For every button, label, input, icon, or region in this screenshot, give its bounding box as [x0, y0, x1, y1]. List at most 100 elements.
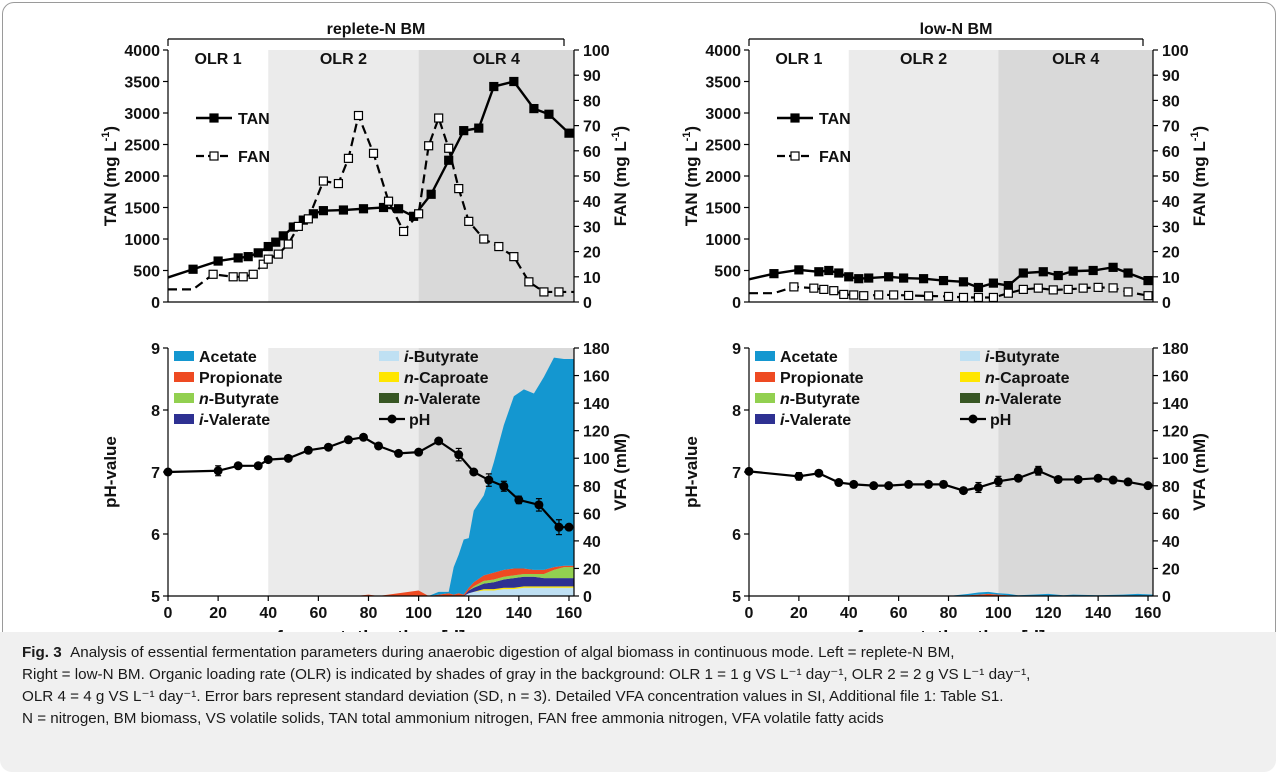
replete-top-fan-point: [273, 249, 283, 259]
caption-line-4: N = nitrogen, BM biomass, VS volatile so…: [22, 708, 1262, 730]
caption-line-1: Fig. 3 Analysis of essential fermentatio…: [22, 642, 1262, 664]
replete-bottom-legend-swatch: [379, 351, 399, 361]
replete-bottom-ytick-label-right: 180: [583, 341, 610, 358]
lown-bottom-ph-point: [924, 479, 934, 489]
lown-top-fan-point: [1003, 288, 1013, 298]
replete-top-fan-point: [318, 176, 328, 186]
replete-bottom-ytick-label-right: 0: [583, 589, 592, 606]
lown-top-tan-point: [1053, 270, 1063, 281]
replete-top-ytick-label-right: 70: [583, 119, 601, 136]
replete-top-tan-point: [213, 256, 223, 266]
replete-bottom-area-n-caproate: [168, 586, 574, 596]
replete-bottom-ph-point: [233, 461, 243, 471]
replete-top-fan-point: [303, 214, 313, 224]
lown-bottom-vfa-areas: [749, 591, 1153, 596]
replete-bottom-ph-point: [564, 522, 574, 532]
replete-top-tan-point: [188, 264, 198, 274]
lown-top-ytick-label-left: 0: [732, 295, 741, 312]
lown-bottom-legend-label: Propionate: [780, 370, 864, 387]
replete-top-ytick-label-right: 10: [583, 270, 601, 287]
lown-bottom-ytick-label-right: 120: [1162, 424, 1189, 441]
lown-top-ylabel-left: TAN (mg L-1): [681, 126, 701, 226]
lown-top-tan-point: [1123, 268, 1133, 278]
replete-top-tan-point: [529, 103, 539, 114]
replete-top-fan-point: [238, 272, 248, 282]
lown-top-fan-point: [859, 291, 869, 301]
replete-top-fan-point: [283, 239, 293, 249]
lown-bottom-xtick-label: 60: [890, 605, 908, 622]
replete-top-ytick-label-left: 1000: [124, 232, 160, 249]
replete-top-ytick-label-right: 100: [583, 43, 610, 60]
lown-bottom-legend-label: n-Butyrate: [780, 391, 860, 408]
lown-top-ytick-label-right: 40: [1162, 194, 1180, 211]
replete-bottom-ph-point: [163, 467, 173, 477]
lown-top-tan-point: [1143, 275, 1153, 286]
lown-top-tan-point: [1038, 267, 1048, 277]
replete-bottom-axes: 5 6 7 8 9 0 20 40 60 80 100 120 140 160 180 0 20 40 60 80 10…: [151, 341, 610, 622]
replete-bottom-ylabel-right: VFA (mM): [611, 433, 630, 511]
replete-top-ytick-label-right: 20: [583, 245, 601, 262]
replete-top-fan-point: [524, 277, 534, 287]
lown-top-phase-label-1: OLR 1: [775, 51, 822, 68]
lown-top-legend-fan-marker: [790, 151, 800, 161]
lown-bottom-ytick-label-right: 100: [1162, 451, 1189, 468]
replete-bottom-ytick-label-right: 60: [583, 506, 601, 523]
replete-bottom-xtick-label: 100: [405, 605, 432, 622]
lown-bottom-legend-swatch: [960, 372, 980, 382]
lown-bottom-ph-point: [814, 468, 824, 478]
replete-top-fan-point: [258, 259, 268, 269]
replete-bottom-ph-point: [414, 447, 424, 457]
lown-top-ytick-label-right: 100: [1162, 43, 1189, 60]
lown-top-axes: 0 500 1000 1500 2000 2500 3000 3500 4000 0 10 20 30 4…: [705, 43, 1188, 312]
replete-top-tan-point: [263, 241, 273, 252]
replete-bottom-ytick-label-right: 80: [583, 479, 601, 496]
lown-top-ytick-label-right: 0: [1162, 295, 1171, 312]
replete-top-tan-point: [459, 126, 469, 136]
replete-bottom-ytick-label-right: 160: [583, 369, 610, 386]
replete-top-legend-fan-label: FAN: [238, 149, 270, 166]
lown-top-ytick-label-right: 80: [1162, 93, 1180, 110]
lown-top-ytick-label-left: 500: [714, 264, 741, 281]
lown-top-ytick-label-left: 1500: [705, 201, 741, 218]
lown-bottom-ph-point: [1013, 473, 1023, 483]
lown-bottom-ytick-label-left: 6: [732, 527, 741, 544]
replete-bottom-legend-italic: n: [404, 370, 414, 387]
replete-bottom-ph-line: [167, 436, 569, 529]
replete-bottom-legend-rest: -Valerate: [203, 412, 270, 429]
replete-bottom-xtick-label: 120: [455, 605, 482, 622]
replete-top-legend: TAN FAN: [196, 111, 270, 166]
replete-top-fan-point: [479, 234, 489, 244]
replete-top-ylabel-right: FAN (mg L-1): [610, 126, 630, 226]
lown-top-fan-point: [839, 289, 849, 300]
replete-top-tan-point: [318, 206, 328, 216]
replete-top-axes: 0 500 1000 1500 2000 2500 3000 3500 4000 0 10 20 30 4…: [124, 43, 609, 312]
replete-top-fan-point: [228, 272, 238, 282]
lown-bottom-ph-point: [1033, 466, 1043, 476]
replete-bottom-ytick-label-left: 9: [151, 341, 160, 358]
lown-top-ylabel-left-part: ): [682, 126, 701, 132]
lown-top-ytick-label-right: 10: [1162, 270, 1180, 287]
lown-bottom-legend-label: i-Butyrate: [985, 349, 1060, 366]
lown-bottom-ph-point: [849, 479, 859, 489]
lown-top-fan-point: [1093, 282, 1103, 292]
lown-top-tan-point: [973, 282, 984, 293]
lown-bottom-ph-point: [1053, 474, 1063, 484]
lown-bottom-ylabel-right-part: VFA (mM): [1190, 433, 1209, 511]
lown-bottom-ytick-label-left: 8: [732, 403, 741, 420]
replete-top-phase-label-1: OLR 1: [195, 51, 242, 68]
lown-top-fan-point: [973, 292, 984, 303]
replete-bottom-ph-point: [213, 466, 223, 476]
lown-top-tan-point: [918, 274, 929, 284]
caption-background: [0, 632, 1276, 772]
replete-bottom-xtick-label: 0: [164, 605, 173, 622]
figure-caption: Fig. 3 Analysis of essential fermentatio…: [22, 642, 1262, 730]
lown-bottom-legend-italic: n: [780, 391, 790, 408]
lown-top-ylabel-right-part: ): [1190, 126, 1209, 132]
replete-bottom-legend-italic: i: [199, 412, 204, 429]
replete-bottom-ytick-label-left: 8: [151, 403, 160, 420]
lown-bottom-legend-swatch: [960, 351, 980, 361]
replete-bottom-ph-point: [303, 445, 313, 455]
replete-top-ylabel-right-part: -1: [610, 131, 622, 141]
lown-top-fan-point: [809, 283, 819, 293]
lown-top-title: low-N BM: [920, 21, 993, 38]
